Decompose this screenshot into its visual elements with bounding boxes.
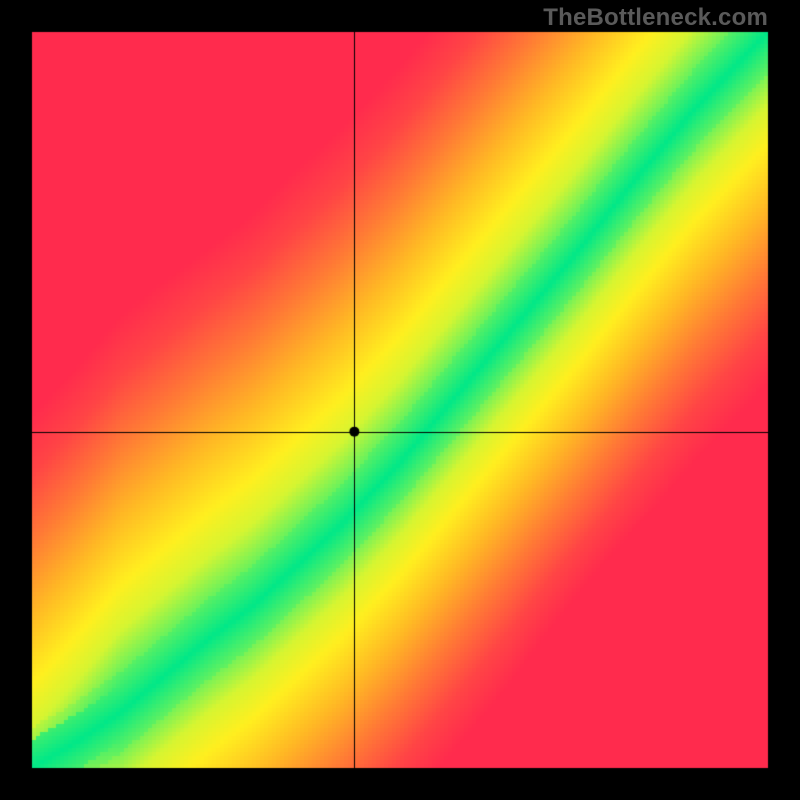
bottleneck-heatmap: [0, 0, 800, 800]
watermark-text: TheBottleneck.com: [543, 4, 768, 32]
